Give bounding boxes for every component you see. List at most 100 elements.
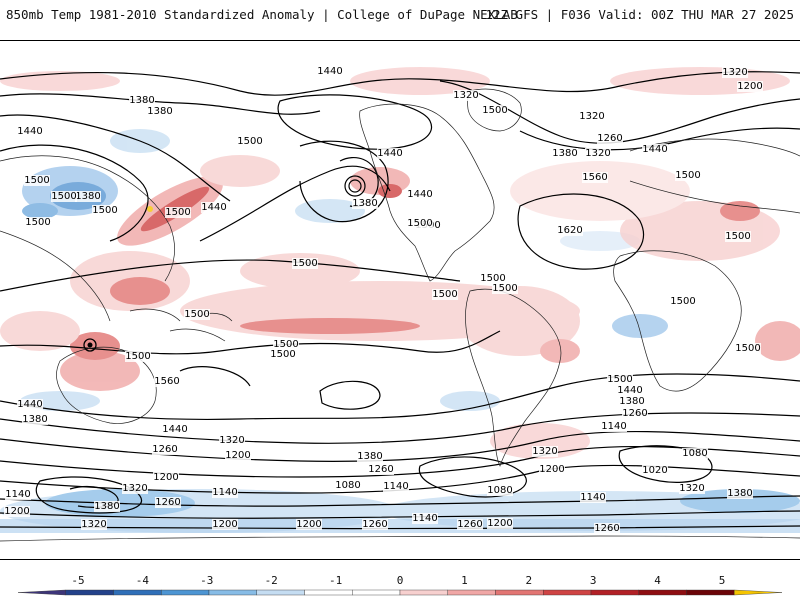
contour-label: 1080 (487, 485, 512, 496)
contour-label: 1440 (162, 424, 187, 435)
contour-label-bg (92, 205, 118, 216)
colorbar-swatch (65, 589, 114, 596)
contour-label: 1320 (453, 90, 478, 101)
contour-label-bg (4, 506, 30, 517)
contour-label-bg (532, 446, 558, 457)
contour-label: 1140 (412, 513, 437, 524)
contour-label-bg (597, 133, 623, 144)
contour-label: 1500 (184, 309, 209, 320)
contour-label-bg (617, 385, 643, 396)
map-title: 850mb Temp 1981-2010 Standardized Anomal… (6, 7, 518, 22)
contour-label: 1380 (22, 414, 47, 425)
contour-label: 1560 (582, 172, 607, 183)
colorbar-svg: -5 -4 -3 -2 -1 0 1 2 3 4 5 (17, 574, 783, 596)
contour-label-bg (601, 421, 627, 432)
contour-label-bg (212, 487, 238, 498)
contour-label: 1140 (5, 489, 30, 500)
contour-label: 1500 (270, 349, 295, 360)
contour-label: 1500 (92, 205, 117, 216)
contour-label-bg (412, 513, 438, 524)
contour-label: 1380 (75, 191, 100, 202)
colorbar-tick-label: 2 (525, 574, 532, 587)
contour-label-bg (619, 396, 645, 407)
contour-label: 1500 (273, 339, 298, 350)
contour-label-bg (453, 90, 479, 101)
contour-label: 1200 (487, 518, 512, 529)
colorbar-swatch (352, 589, 401, 596)
contour-label: 1260 (597, 133, 622, 144)
contour-label-bg (679, 483, 705, 494)
contour-label: 1200 (225, 450, 250, 461)
contour-label-bg (457, 519, 483, 530)
contour-label-bg (362, 519, 388, 530)
contour-label-bg (642, 144, 668, 155)
contour-label-bg (622, 408, 648, 419)
warm-anomaly-shading (0, 67, 800, 459)
colorbar-ticks: -5 -4 -3 -2 -1 0 1 2 3 4 5 (71, 574, 725, 587)
contour-label-bg (670, 296, 696, 307)
contour-label: 1500 (165, 207, 190, 218)
colorbar-swatch (447, 589, 496, 596)
contour-label-bg (594, 523, 620, 534)
colorbar-swatch (495, 589, 544, 596)
contour-label: 1380 (619, 396, 644, 407)
contour-label-bg (122, 483, 148, 494)
contour-label: 1500 (432, 289, 457, 300)
contour-label-bg (155, 497, 181, 508)
contour-label: 1380 (727, 488, 752, 499)
colorbar-swatch (686, 589, 735, 596)
contour-label: 1500 (670, 296, 695, 307)
contour-label-bg (317, 66, 343, 77)
contour-label: 1140 (580, 492, 605, 503)
contour-label: 1260 (622, 408, 647, 419)
contour-label: 1200 (539, 464, 564, 475)
contour-label: 1320 (679, 483, 704, 494)
contour-label: 1500 (607, 374, 632, 385)
contour-label: 1380 (552, 148, 577, 159)
contour-label: 1500 (675, 170, 700, 181)
contour-label-bg (184, 309, 210, 320)
contour-label: 1500 (292, 258, 317, 269)
contour-label-bg (81, 519, 107, 530)
contour-label: 1500 (735, 343, 760, 354)
contour-label-bg (152, 444, 178, 455)
contour-label-bg (219, 435, 245, 446)
contour-label-bg (125, 351, 151, 362)
contour-label-bg (487, 485, 513, 496)
contour-label-bg (432, 289, 458, 300)
contour-label-bg (296, 519, 322, 530)
contour-label-bg (682, 448, 708, 459)
colorbar-tick-label: -2 (265, 574, 278, 587)
contour-label: 1140 (212, 487, 237, 498)
colorbar-tick-label: 3 (590, 574, 597, 587)
contour-label-bg (675, 170, 701, 181)
contour-label-bg (580, 492, 606, 503)
colorbar-tick-label: -1 (329, 574, 342, 587)
contour-label-bg (5, 489, 31, 500)
contour-label-bg (147, 106, 173, 117)
run-info: 12Z GFS | F036 Valid: 00Z THU MAR 27 202… (485, 7, 794, 22)
colorbar-swatch (17, 589, 66, 596)
contour-label: 1440 (317, 66, 342, 77)
colorbar-swatch (399, 589, 448, 596)
contour-label-bg (585, 148, 611, 159)
colorbar-tick-label: 1 (461, 574, 468, 587)
contour-label: 1500 (725, 231, 750, 242)
contour-label-bg (539, 464, 565, 475)
contour-label-bg (727, 488, 753, 499)
contour-label-bg (557, 225, 583, 236)
contour-label: 1140 (383, 481, 408, 492)
colorbar-tick-label: -4 (136, 574, 150, 587)
contour-label: 1140 (601, 421, 626, 432)
contour-label: 1260 (152, 444, 177, 455)
contour-label: 1500 (492, 283, 517, 294)
contour-label-bg (94, 501, 120, 512)
contour-label: 1380 (129, 95, 154, 106)
contour-label-bg (24, 175, 50, 186)
contour-label: 1200 (212, 519, 237, 530)
contour-label: 1620 (557, 225, 582, 236)
contour-label: 1260 (155, 497, 180, 508)
contour-label: 1440 (17, 399, 42, 410)
contour-label-bg (162, 424, 188, 435)
